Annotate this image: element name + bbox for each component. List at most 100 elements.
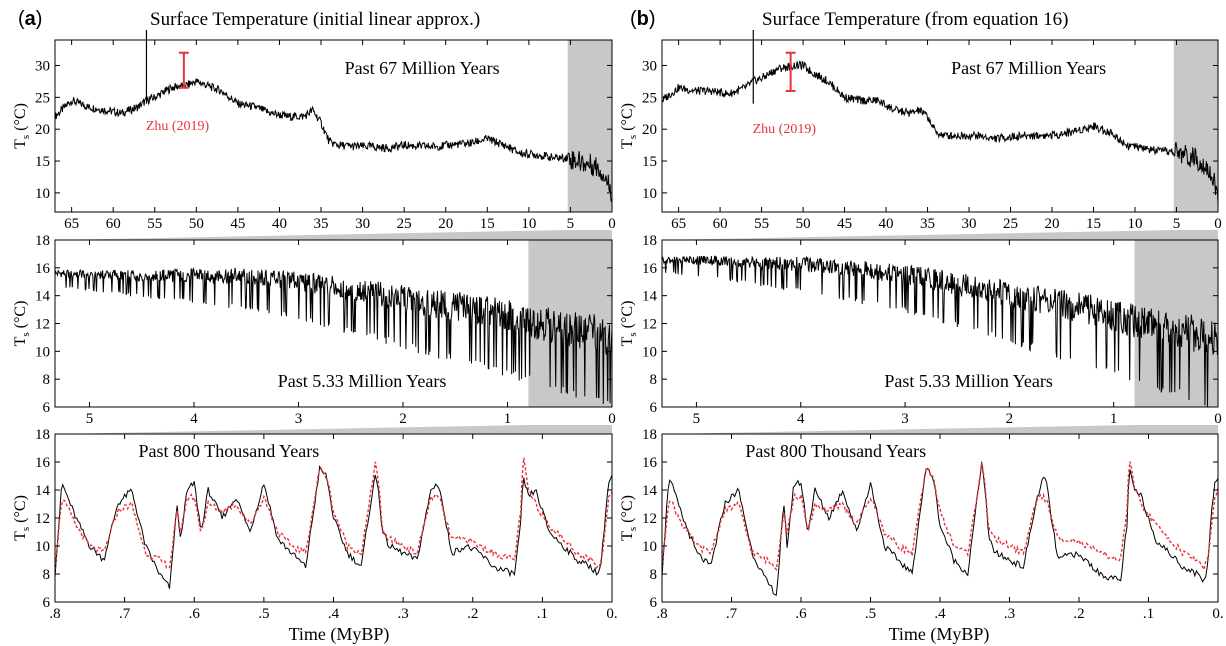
y-tick-label: 12 bbox=[35, 317, 50, 333]
x-tick-label: 15 bbox=[1086, 216, 1101, 232]
x-tick-label: .4 bbox=[934, 606, 946, 622]
y-tick-label: 20 bbox=[642, 122, 657, 138]
panel-b-heading: (b) Surface Temperature (from equation 1… bbox=[630, 8, 1068, 30]
panel-subtitle: Past 5.33 Million Years bbox=[884, 371, 1053, 391]
x-tick-label: .3 bbox=[1004, 606, 1015, 622]
y-tick-label: 16 bbox=[642, 455, 658, 471]
y-tick-label: 8 bbox=[43, 567, 51, 583]
x-tick-label: 25 bbox=[1003, 216, 1018, 232]
y-axis-label: Ts (°C) bbox=[619, 301, 639, 347]
series-line-model bbox=[55, 465, 612, 589]
zoom-connector bbox=[55, 425, 612, 434]
x-tick-label: .1 bbox=[537, 606, 548, 622]
y-tick-label: 18 bbox=[35, 233, 50, 249]
y-tick-label: 6 bbox=[650, 595, 658, 611]
x-tick-label: 1 bbox=[1110, 411, 1118, 427]
y-tick-label: 18 bbox=[35, 427, 50, 443]
x-tick-label: 0 bbox=[1214, 216, 1222, 232]
y-tick-label: 10 bbox=[642, 344, 657, 360]
y-tick-label: 15 bbox=[35, 154, 50, 170]
series-line-model bbox=[662, 60, 1218, 204]
plot-b-bottom: .8 .7 .6 .5 .4 .3 .2 .1 0. 6 8 10 12 14 16 18 Past 800 T… bbox=[619, 427, 1224, 622]
y-tick-label: 10 bbox=[35, 344, 50, 360]
series-line-model bbox=[55, 267, 612, 405]
y-tick-label: 14 bbox=[35, 289, 51, 305]
series-line-model bbox=[55, 78, 612, 203]
y-tick-label: 20 bbox=[35, 122, 50, 138]
x-tick-label: .8 bbox=[656, 606, 667, 622]
y-tick-label: 18 bbox=[642, 427, 657, 443]
x-tick-label: 10 bbox=[521, 216, 536, 232]
x-tick-label: 0. bbox=[1212, 606, 1223, 622]
panel-b-title: Surface Temperature (from equation 16) bbox=[762, 9, 1068, 30]
reference-label: Zhu (2019) bbox=[753, 122, 817, 137]
x-tick-label: 4 bbox=[190, 411, 198, 427]
x-tick-label: 20 bbox=[1045, 216, 1060, 232]
x-tick-label: 0 bbox=[608, 216, 616, 232]
y-tick-label: 12 bbox=[35, 511, 50, 527]
y-tick-label: 16 bbox=[35, 455, 51, 471]
x-tick-label: .2 bbox=[1073, 606, 1084, 622]
x-tick-label: .6 bbox=[189, 606, 201, 622]
x-tick-label: 45 bbox=[837, 216, 852, 232]
x-tick-label: 15 bbox=[480, 216, 495, 232]
y-tick-label: 25 bbox=[642, 90, 657, 106]
y-tick-label: 16 bbox=[642, 261, 658, 277]
y-tick-label: 10 bbox=[642, 539, 657, 555]
x-tick-label: 2 bbox=[1006, 411, 1014, 427]
x-tick-label: 3 bbox=[901, 411, 909, 427]
y-tick-label: 6 bbox=[43, 400, 51, 416]
y-axis-label: Ts (°C) bbox=[619, 495, 639, 541]
panel-subtitle: Past 5.33 Million Years bbox=[278, 371, 447, 391]
panel-b-letter: (b) bbox=[630, 8, 656, 30]
y-tick-label: 25 bbox=[35, 90, 50, 106]
x-tick-label: .6 bbox=[795, 606, 807, 622]
zoom-connector bbox=[55, 230, 612, 240]
panel-a-heading: (a) Surface Temperature (initial linear … bbox=[18, 8, 480, 30]
x-tick-label: 10 bbox=[1128, 216, 1143, 232]
x-tick-label: 65 bbox=[671, 216, 686, 232]
x-tick-label: 5 bbox=[693, 411, 701, 427]
plot-b-top: Zhu (2019)65 60 55 50 45 40 35 30 25 20 15 10 5 01015… bbox=[619, 30, 1222, 232]
panel-subtitle: Past 67 Million Years bbox=[345, 58, 500, 78]
x-tick-label: 0 bbox=[1214, 411, 1222, 427]
panel-a-title: Surface Temperature (initial linear appr… bbox=[150, 9, 480, 30]
x-tick-label: 2 bbox=[399, 411, 407, 427]
x-tick-label: .4 bbox=[328, 606, 340, 622]
x-tick-label: .1 bbox=[1143, 606, 1154, 622]
panel-subtitle: Past 800 Thousand Years bbox=[139, 441, 320, 461]
y-tick-label: 8 bbox=[43, 372, 51, 388]
x-tick-label: 40 bbox=[879, 216, 894, 232]
zoom-connector bbox=[662, 230, 1218, 240]
x-tick-label: 35 bbox=[920, 216, 935, 232]
y-tick-label: 15 bbox=[642, 154, 657, 170]
y-tick-label: 14 bbox=[35, 483, 51, 499]
y-tick-label: 10 bbox=[35, 186, 50, 202]
y-tick-label: 6 bbox=[43, 595, 51, 611]
panel-a-xlabel: Time (MyBP) bbox=[289, 624, 390, 645]
y-axis-label: Ts (°C) bbox=[619, 103, 639, 149]
series-line-observed bbox=[55, 457, 612, 570]
y-tick-label: 18 bbox=[642, 233, 657, 249]
x-tick-label: 5 bbox=[567, 216, 575, 232]
x-tick-label: 60 bbox=[106, 216, 121, 232]
y-tick-label: 6 bbox=[650, 400, 658, 416]
x-tick-label: 1 bbox=[504, 411, 512, 427]
x-tick-label: .7 bbox=[726, 606, 738, 622]
y-tick-label: 8 bbox=[650, 567, 658, 583]
x-tick-label: 30 bbox=[355, 216, 370, 232]
zoom-connector bbox=[662, 425, 1218, 434]
panel-subtitle: Past 67 Million Years bbox=[951, 58, 1106, 78]
x-tick-label: 60 bbox=[713, 216, 728, 232]
y-tick-label: 10 bbox=[35, 539, 50, 555]
x-tick-label: 50 bbox=[189, 216, 204, 232]
x-tick-label: 25 bbox=[397, 216, 412, 232]
x-tick-label: 4 bbox=[797, 411, 805, 427]
zoom-connectors bbox=[55, 230, 1218, 434]
y-axis-label: Ts (°C) bbox=[12, 301, 32, 347]
panel-subtitle: Past 800 Thousand Years bbox=[745, 441, 926, 461]
y-tick-label: 30 bbox=[642, 58, 657, 74]
panel-a-letter: (a) bbox=[18, 8, 42, 30]
